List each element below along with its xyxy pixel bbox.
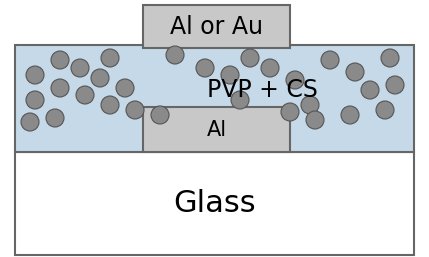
Circle shape bbox=[376, 101, 394, 119]
Circle shape bbox=[166, 46, 184, 64]
Circle shape bbox=[116, 79, 134, 97]
Text: Glass: Glass bbox=[173, 189, 256, 218]
Circle shape bbox=[361, 81, 379, 99]
Bar bbox=[143, 5, 290, 48]
Circle shape bbox=[26, 66, 44, 84]
Circle shape bbox=[51, 51, 69, 69]
Circle shape bbox=[301, 96, 319, 114]
Bar bbox=[15, 45, 414, 152]
Circle shape bbox=[231, 91, 249, 109]
Text: Al or Au: Al or Au bbox=[170, 14, 263, 39]
Circle shape bbox=[101, 49, 119, 67]
Circle shape bbox=[346, 63, 364, 81]
Bar bbox=[15, 152, 414, 255]
Circle shape bbox=[91, 69, 109, 87]
Circle shape bbox=[381, 49, 399, 67]
Circle shape bbox=[51, 79, 69, 97]
Text: PVP + CS: PVP + CS bbox=[207, 78, 318, 102]
Circle shape bbox=[321, 51, 339, 69]
Circle shape bbox=[281, 103, 299, 121]
Circle shape bbox=[101, 96, 119, 114]
Circle shape bbox=[286, 71, 304, 89]
Circle shape bbox=[306, 111, 324, 129]
Circle shape bbox=[71, 59, 89, 77]
Circle shape bbox=[26, 91, 44, 109]
Circle shape bbox=[126, 101, 144, 119]
Text: Al: Al bbox=[206, 120, 227, 140]
Circle shape bbox=[241, 49, 259, 67]
Circle shape bbox=[46, 109, 64, 127]
Circle shape bbox=[386, 76, 404, 94]
Circle shape bbox=[151, 106, 169, 124]
Circle shape bbox=[221, 66, 239, 84]
Circle shape bbox=[261, 59, 279, 77]
Bar bbox=[143, 107, 290, 152]
Circle shape bbox=[196, 59, 214, 77]
Circle shape bbox=[76, 86, 94, 104]
Circle shape bbox=[341, 106, 359, 124]
Circle shape bbox=[21, 113, 39, 131]
